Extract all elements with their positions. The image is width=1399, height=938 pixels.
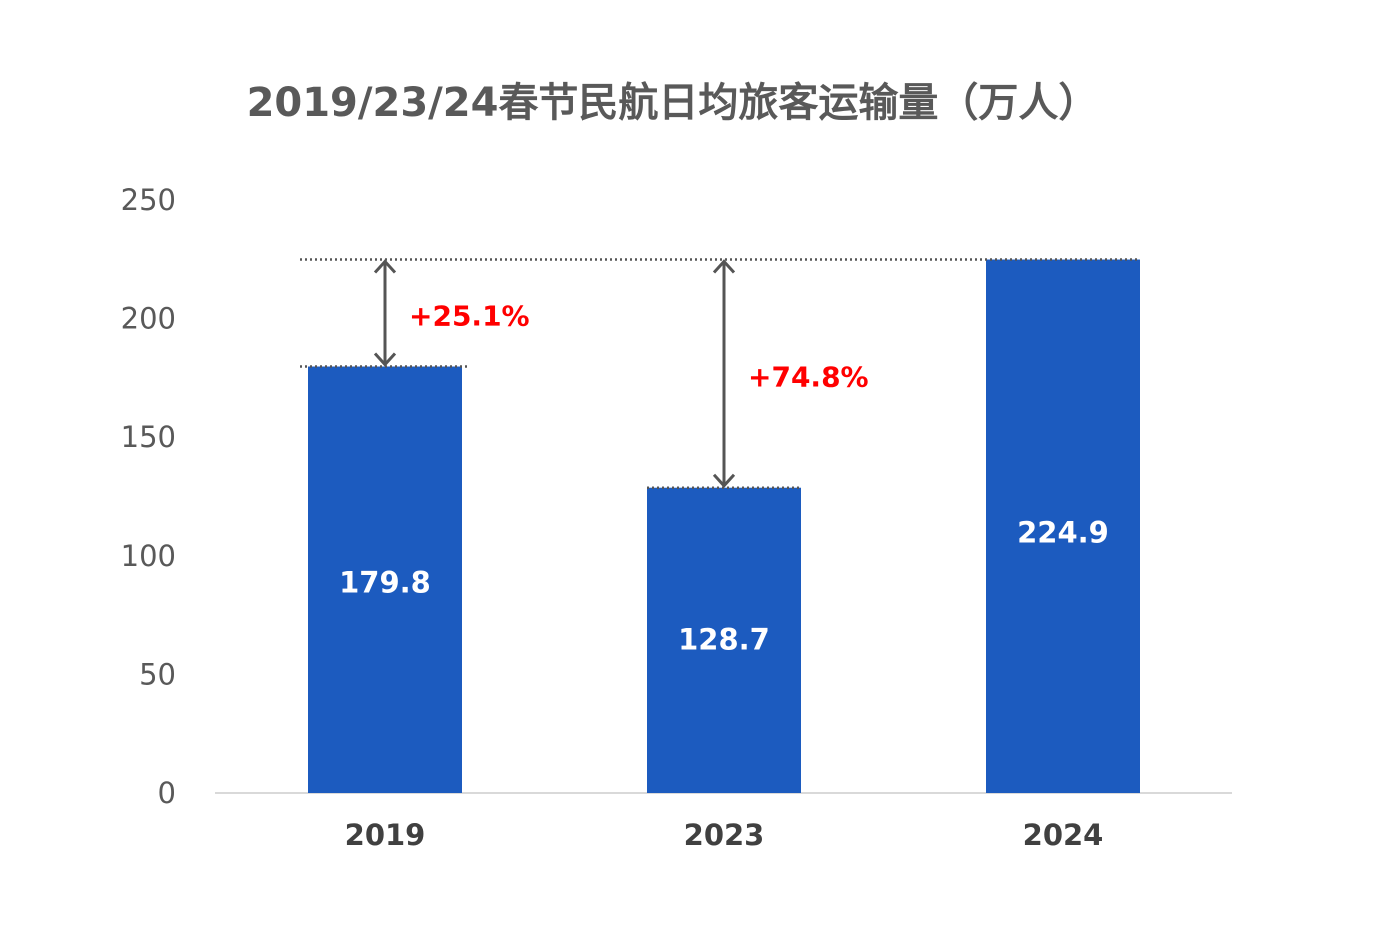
growth-arrow-2023-head-bottom xyxy=(712,473,736,488)
growth-label-2023: +74.8% xyxy=(748,361,869,394)
growth-arrow-2019-head-bottom xyxy=(373,352,397,367)
x-tick-label: 2019 xyxy=(345,818,426,852)
bar-value-label: 128.7 xyxy=(678,623,770,657)
y-tick-label: 200 xyxy=(121,302,176,336)
growth-arrow-2019-head-top xyxy=(373,259,397,274)
y-tick-label: 50 xyxy=(139,657,176,691)
y-tick-label: 150 xyxy=(121,420,176,454)
y-tick-label: 0 xyxy=(158,776,176,810)
bar-value-label: 179.8 xyxy=(339,566,431,600)
growth-label-2019: +25.1% xyxy=(409,300,530,333)
bar xyxy=(308,366,462,793)
bar-value-label: 224.9 xyxy=(1017,515,1109,549)
x-tick-label: 2023 xyxy=(684,818,765,852)
x-tick-label: 2024 xyxy=(1023,818,1104,852)
chart-title: 2019/23/24春节民航日均旅客运输量（万人） xyxy=(246,80,1099,126)
bar xyxy=(647,487,801,793)
y-tick-label: 250 xyxy=(121,183,176,217)
y-tick-label: 100 xyxy=(121,539,176,573)
bar xyxy=(986,259,1140,793)
growth-arrow-2023-head-top xyxy=(712,259,736,274)
